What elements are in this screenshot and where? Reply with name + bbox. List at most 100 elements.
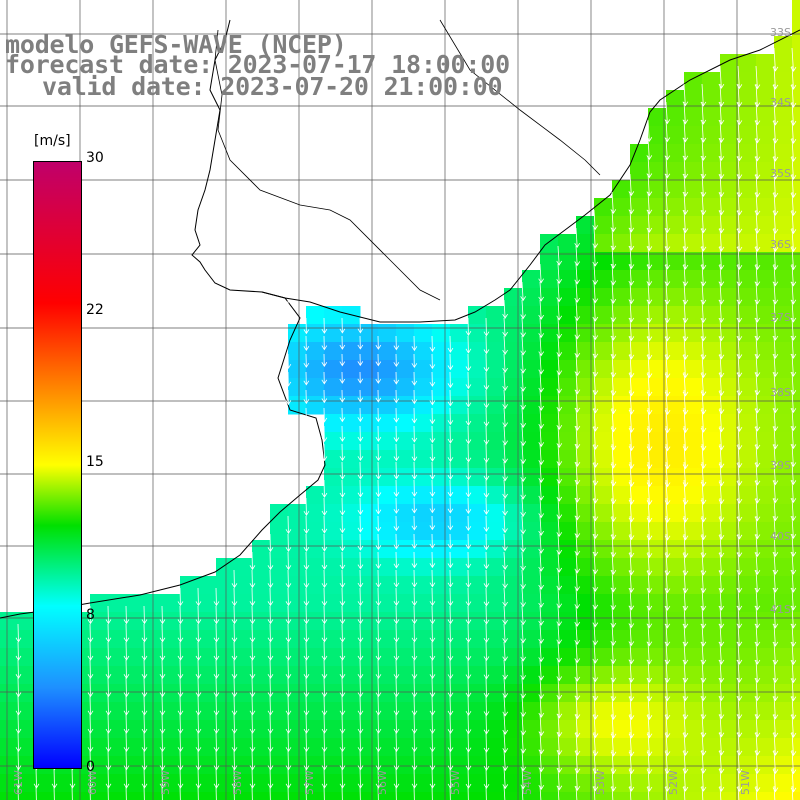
arrow-down-icon bbox=[429, 551, 436, 569]
speed-cell bbox=[414, 666, 433, 685]
speed-cell bbox=[378, 612, 397, 631]
arrow-down-icon bbox=[231, 731, 238, 753]
arrow-down-icon bbox=[465, 587, 472, 607]
speed-cell bbox=[18, 792, 37, 800]
speed-cell bbox=[504, 702, 523, 721]
arrow-down-icon bbox=[71, 785, 73, 800]
speed-cell bbox=[162, 702, 181, 721]
speed-cell bbox=[378, 360, 397, 379]
arrow-down-icon bbox=[719, 785, 722, 800]
arrow-down-icon bbox=[303, 407, 310, 424]
speed-cell bbox=[720, 738, 739, 757]
arrow-down-icon bbox=[447, 677, 454, 698]
speed-cell bbox=[774, 324, 793, 343]
speed-cell bbox=[774, 306, 793, 325]
speed-cell bbox=[558, 378, 577, 397]
speed-cell bbox=[630, 396, 649, 415]
arrow-down-icon bbox=[159, 677, 166, 698]
arrow-down-icon bbox=[375, 569, 382, 588]
arrow-down-icon bbox=[287, 785, 289, 800]
arrow-down-icon bbox=[520, 641, 527, 662]
speed-cell bbox=[792, 558, 800, 577]
speed-cell bbox=[576, 666, 595, 685]
speed-cell bbox=[180, 684, 199, 703]
speed-cell bbox=[468, 738, 487, 757]
speed-cell bbox=[162, 774, 181, 793]
speed-cell bbox=[468, 504, 487, 523]
arrow-down-icon bbox=[429, 677, 436, 698]
arrow-down-icon bbox=[447, 497, 454, 514]
speed-cell bbox=[684, 198, 703, 217]
speed-cell bbox=[216, 684, 235, 703]
speed-cell bbox=[684, 450, 703, 469]
speed-cell bbox=[468, 360, 487, 379]
speed-cell bbox=[342, 468, 361, 487]
speed-cell bbox=[522, 756, 541, 775]
speed-cell bbox=[432, 414, 451, 433]
speed-cell bbox=[792, 540, 800, 559]
speed-cell bbox=[720, 702, 739, 721]
speed-cell bbox=[306, 342, 325, 361]
arrow-down-icon bbox=[393, 551, 400, 569]
arrow-down-icon bbox=[249, 587, 256, 607]
arrow-down-icon bbox=[285, 353, 292, 369]
speed-cell bbox=[414, 576, 433, 595]
speed-cell bbox=[702, 198, 721, 217]
arrow-down-icon bbox=[520, 713, 527, 736]
speed-cell bbox=[612, 486, 631, 505]
speed-cell bbox=[360, 792, 379, 800]
arrow-down-icon bbox=[339, 497, 346, 516]
arrow-down-icon bbox=[267, 677, 274, 698]
speed-cell bbox=[612, 216, 631, 235]
speed-cell bbox=[288, 576, 307, 595]
speed-cell bbox=[756, 144, 775, 163]
arrow-down-icon bbox=[447, 461, 454, 480]
speed-cell bbox=[216, 648, 235, 667]
speed-cell bbox=[594, 540, 613, 559]
coastline bbox=[191, 19, 800, 323]
speed-cell bbox=[54, 792, 73, 800]
arrow-down-icon bbox=[375, 713, 382, 734]
speed-cell bbox=[450, 630, 469, 649]
speed-cell bbox=[432, 612, 451, 631]
speed-cell bbox=[252, 558, 271, 577]
speed-cell bbox=[594, 450, 613, 469]
arrow-down-icon bbox=[521, 785, 524, 800]
speed-cell bbox=[180, 630, 199, 649]
arrow-down-icon bbox=[483, 479, 490, 499]
speed-cell bbox=[666, 234, 685, 253]
arrow-down-icon bbox=[159, 767, 166, 789]
arrow-down-icon bbox=[195, 749, 202, 771]
speed-cell bbox=[558, 666, 577, 685]
speed-cell bbox=[666, 144, 685, 163]
speed-cell bbox=[90, 774, 109, 793]
speed-cell bbox=[378, 576, 397, 595]
speed-cell bbox=[522, 414, 541, 433]
arrow-down-icon bbox=[556, 245, 563, 266]
speed-cell bbox=[180, 576, 199, 595]
speed-cell bbox=[612, 666, 631, 685]
speed-cell bbox=[504, 648, 523, 667]
arrow-down-icon bbox=[339, 767, 346, 789]
speed-cell bbox=[612, 468, 631, 487]
lon-label: 59W bbox=[159, 770, 172, 795]
arrow-down-icon bbox=[429, 659, 436, 680]
arrow-down-icon bbox=[357, 587, 364, 607]
speed-cell bbox=[612, 324, 631, 343]
speed-cell bbox=[648, 198, 667, 217]
speed-cell bbox=[612, 720, 631, 739]
speed-cell bbox=[90, 684, 109, 703]
speed-cell bbox=[486, 576, 505, 595]
speed-cell bbox=[450, 378, 469, 397]
arrow-down-icon bbox=[321, 407, 328, 423]
speed-cell bbox=[612, 630, 631, 649]
speed-cell bbox=[414, 342, 433, 361]
arrow-down-icon bbox=[520, 767, 527, 790]
arrow-down-icon bbox=[411, 623, 418, 643]
speed-cell bbox=[360, 360, 379, 379]
speed-cell bbox=[414, 360, 433, 379]
speed-cell bbox=[702, 756, 721, 775]
arrow-down-icon bbox=[393, 389, 400, 404]
speed-cell bbox=[324, 612, 343, 631]
